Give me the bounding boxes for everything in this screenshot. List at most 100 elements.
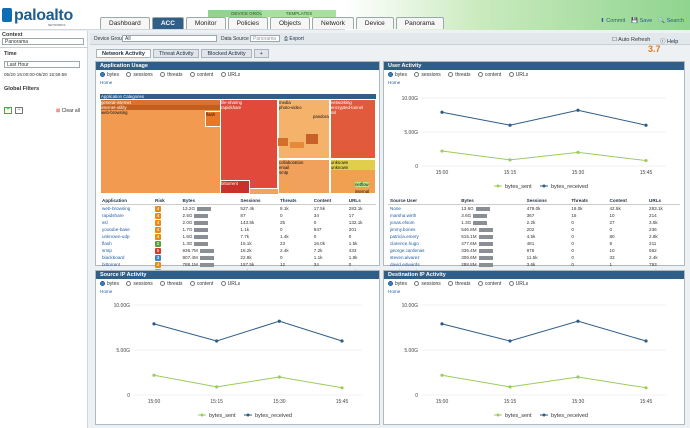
data-point-bytes_received[interactable]: [508, 339, 512, 343]
tab-acc[interactable]: ACC: [151, 17, 184, 29]
table-row[interactable]: ssl 4 2.0G 143.5k 25 0 132.1k: [100, 219, 376, 226]
treemap[interactable]: Application Categories general-internet …: [100, 94, 376, 194]
data-point-bytes_sent[interactable]: [340, 386, 344, 390]
col-bytes[interactable]: Bytes: [180, 197, 239, 205]
remove-filter-button[interactable]: −: [15, 107, 23, 114]
source-user[interactable]: jimmy.bones: [390, 226, 416, 232]
tab-policies[interactable]: Policies: [227, 17, 268, 29]
radio-content[interactable]: content: [477, 281, 501, 287]
data-point-bytes_sent[interactable]: [508, 158, 512, 162]
radio-threats[interactable]: threats: [448, 72, 470, 78]
app-name[interactable]: youtube-base: [102, 227, 130, 232]
radio-urls[interactable]: URLs: [220, 72, 240, 78]
tab-monitor[interactable]: Monitor: [185, 17, 226, 29]
data-source-select[interactable]: Panorama: [250, 35, 280, 42]
data-point-bytes_sent[interactable]: [440, 373, 444, 377]
col-threats[interactable]: Threats: [278, 197, 312, 205]
radio-sessions[interactable]: sessions: [414, 281, 441, 287]
col-urls[interactable]: URLs: [647, 197, 680, 205]
col-application[interactable]: Application: [100, 197, 153, 205]
data-point-bytes_sent[interactable]: [644, 386, 648, 390]
col-bytes[interactable]: Bytes: [459, 197, 525, 205]
table-row[interactable]: flash 2 1.3G 15.1k 23 16.0k 1.5k: [100, 240, 376, 247]
data-point-bytes_sent[interactable]: [215, 385, 219, 389]
radio-threats[interactable]: threats: [448, 281, 470, 287]
table-row[interactable]: blackboard 3 907.4M 22.8k 0 1.1k 1.8k: [100, 254, 376, 261]
data-point-bytes_received[interactable]: [152, 322, 156, 326]
treemap-flash[interactable]: flash: [205, 111, 221, 127]
table-row[interactable]: george.cardenas 336.4M 976 0 10 562: [388, 247, 680, 254]
radio-bytes[interactable]: bytes: [100, 72, 119, 78]
app-name[interactable]: smtp: [102, 248, 112, 253]
breadcrumb[interactable]: Home: [388, 289, 401, 294]
col-source-user[interactable]: Source User: [388, 197, 460, 205]
radio-sessions[interactable]: sessions: [414, 72, 441, 78]
app-name[interactable]: flash: [102, 241, 112, 246]
data-point-bytes_sent[interactable]: [152, 373, 156, 377]
auto-refresh-toggle[interactable]: ☐ Auto Refresh: [612, 37, 651, 43]
subtab-threat-activity[interactable]: Threat Activity: [152, 49, 200, 58]
tab-panorama[interactable]: Panorama: [395, 17, 444, 29]
app-name[interactable]: ssl: [102, 220, 108, 225]
clear-all-button[interactable]: ⊠ Clear all: [56, 108, 80, 114]
radio-threats[interactable]: threats: [160, 281, 182, 287]
source-user[interactable]: None: [390, 205, 401, 211]
export-button[interactable]: ⎙ Export: [284, 36, 304, 42]
col-urls[interactable]: URLs: [346, 197, 376, 205]
source-user[interactable]: steven.alvarez: [390, 254, 420, 260]
col-sessions[interactable]: Sessions: [238, 197, 278, 205]
col-risk[interactable]: Risk: [153, 197, 181, 205]
radio-sessions[interactable]: sessions: [126, 72, 153, 78]
subtab-network-activity[interactable]: Network Activity: [96, 49, 151, 58]
radio-urls[interactable]: URLs: [508, 72, 528, 78]
app-name[interactable]: blackboard: [102, 255, 125, 260]
table-row[interactable]: steven.alvarez 306.6M 11.5k 0 33 2.4k: [388, 254, 680, 261]
data-point-bytes_received[interactable]: [644, 339, 648, 343]
data-point-bytes_sent[interactable]: [576, 150, 580, 154]
radio-threats[interactable]: threats: [160, 72, 182, 78]
data-point-bytes_received[interactable]: [215, 339, 219, 343]
data-point-bytes_received[interactable]: [440, 110, 444, 114]
tab-device[interactable]: Device: [355, 17, 394, 29]
breadcrumb[interactable]: Home: [100, 289, 113, 294]
add-tab-button[interactable]: +: [253, 49, 269, 58]
radio-bytes[interactable]: bytes: [100, 281, 119, 287]
data-point-bytes_received[interactable]: [576, 319, 580, 323]
data-point-bytes_received[interactable]: [576, 108, 580, 112]
table-row[interactable]: marsha.wirth 3.6G 367 15 10 214: [388, 212, 680, 219]
radio-bytes[interactable]: bytes: [388, 72, 407, 78]
radio-sessions[interactable]: sessions: [126, 281, 153, 287]
app-name[interactable]: web-browsing: [102, 206, 131, 211]
table-row[interactable]: rapidshare 4 2.5G 87 0 34 17: [100, 212, 376, 219]
table-row[interactable]: unknown-udp 4 1.6G 7.7k 1.4k 0 0: [100, 233, 376, 240]
radio-urls[interactable]: URLs: [220, 281, 240, 287]
table-row[interactable]: None 13.6G 479.0k 16.0k 42.5k 283.1k: [388, 205, 680, 212]
data-point-bytes_received[interactable]: [644, 123, 648, 127]
treemap-unknown[interactable]: unknown unknown netflow internal: [330, 159, 376, 194]
tab-objects[interactable]: Objects: [270, 17, 311, 29]
radio-urls[interactable]: URLs: [508, 281, 528, 287]
breadcrumb[interactable]: Home: [100, 80, 113, 85]
col-sessions[interactable]: Sessions: [524, 197, 570, 205]
help-button[interactable]: ⓘ Help: [660, 39, 679, 45]
radio-bytes[interactable]: bytes: [388, 281, 407, 287]
source-user[interactable]: marsha.wirth: [390, 212, 417, 218]
table-row[interactable]: jimmy.bones 546.8M 202 0 0 236: [388, 226, 680, 233]
radio-content[interactable]: content: [189, 281, 213, 287]
context-select[interactable]: Panorama: [2, 38, 84, 45]
source-user[interactable]: clarence.hugo: [390, 240, 419, 246]
source-user[interactable]: jonas.elsom: [390, 219, 415, 225]
treemap-bittorrent[interactable]: bittorrent: [220, 180, 250, 194]
app-name[interactable]: bittorrent: [102, 262, 121, 267]
save-button[interactable]: 💾 Save: [631, 18, 653, 24]
add-filter-button[interactable]: +: [4, 107, 12, 114]
table-row[interactable]: smtp 5 936.7M 18.2k 2.4k 7.2k 433: [100, 247, 376, 254]
tab-dashboard[interactable]: Dashboard: [100, 17, 150, 29]
search-button[interactable]: 🔍 Search: [658, 18, 684, 24]
data-point-bytes_sent[interactable]: [440, 149, 444, 153]
app-name[interactable]: unknown-udp: [102, 234, 130, 239]
device-group-select[interactable]: All: [122, 35, 217, 42]
data-point-bytes_sent[interactable]: [277, 375, 281, 379]
source-user[interactable]: david.edwards: [390, 261, 420, 267]
data-point-bytes_sent[interactable]: [508, 385, 512, 389]
